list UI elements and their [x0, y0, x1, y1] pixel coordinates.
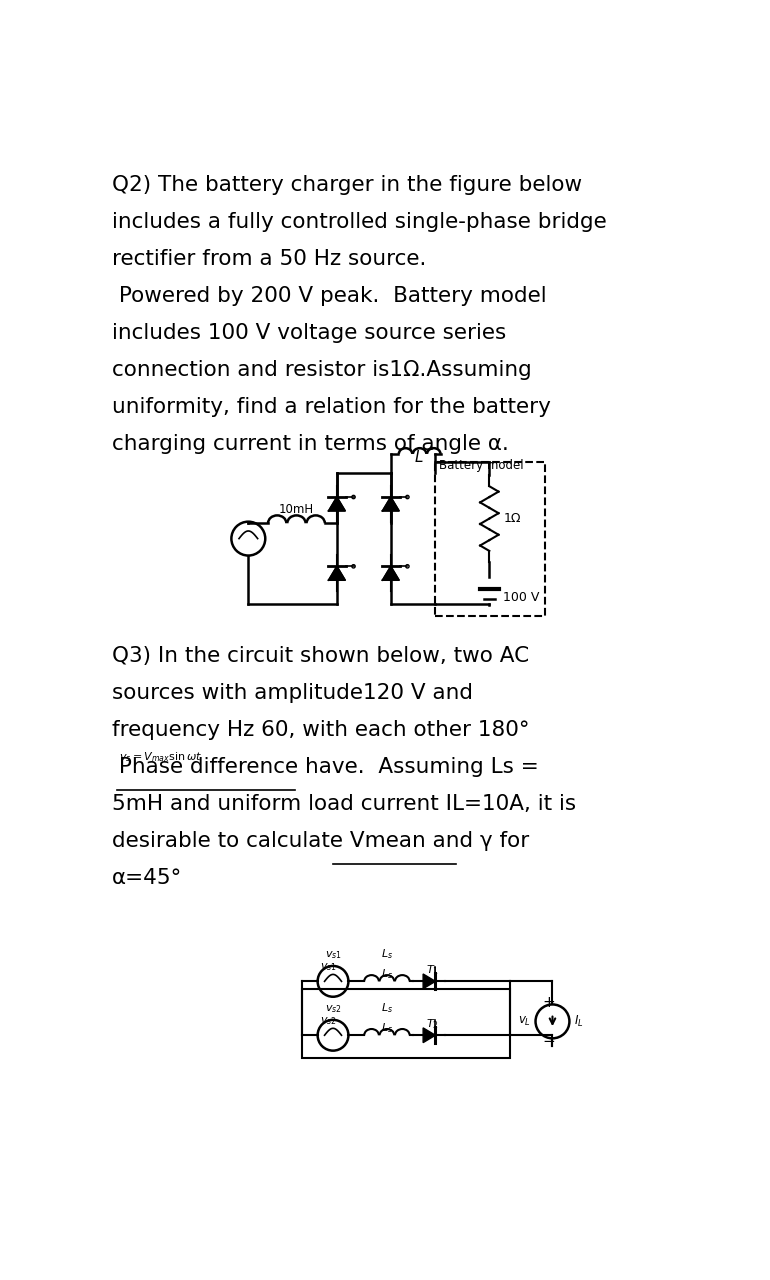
- Polygon shape: [424, 974, 436, 988]
- Polygon shape: [383, 497, 399, 511]
- Text: 1Ω: 1Ω: [504, 512, 521, 525]
- Text: $L_s$: $L_s$: [381, 947, 393, 961]
- Text: 10mH: 10mH: [279, 503, 313, 516]
- Bar: [302, 989, 510, 1059]
- Text: $v_L$: $v_L$: [518, 1015, 531, 1028]
- Text: $L_s$: $L_s$: [381, 968, 393, 982]
- Text: rectifier from a 50 Hz source.: rectifier from a 50 Hz source.: [112, 250, 427, 269]
- Polygon shape: [424, 1028, 436, 1043]
- Polygon shape: [329, 566, 345, 580]
- Polygon shape: [383, 566, 399, 580]
- Text: Q2) The battery charger in the figure below: Q2) The battery charger in the figure be…: [112, 175, 582, 195]
- Text: Phase difference have.  Assuming Ls =: Phase difference have. Assuming Ls =: [112, 758, 539, 777]
- Text: $I_L$: $I_L$: [574, 1014, 584, 1029]
- Text: includes a fully controlled single-phase bridge: includes a fully controlled single-phase…: [112, 212, 607, 232]
- Text: $v_{s2}$: $v_{s2}$: [320, 1015, 336, 1027]
- Text: Q3) In the circuit shown below, two AC: Q3) In the circuit shown below, two AC: [112, 646, 529, 667]
- Text: desirable to calculate Vmean and γ for: desirable to calculate Vmean and γ for: [112, 831, 529, 851]
- Text: sources with amplitude120 V and: sources with amplitude120 V and: [112, 684, 473, 703]
- Text: $T_2$: $T_2$: [426, 1016, 439, 1030]
- Text: includes 100 V voltage source series: includes 100 V voltage source series: [112, 323, 507, 343]
- Text: $L_s$: $L_s$: [381, 1021, 393, 1036]
- Text: $v_s =V_{max}\sin\omega t$: $v_s =V_{max}\sin\omega t$: [119, 750, 202, 764]
- Polygon shape: [329, 497, 345, 511]
- Text: Battery model: Battery model: [439, 458, 523, 471]
- Text: 5mH and uniform load current IL=10A, it is: 5mH and uniform load current IL=10A, it …: [112, 794, 576, 814]
- Text: $L$: $L$: [414, 449, 424, 465]
- Text: frequency Hz 60, with each other 180°: frequency Hz 60, with each other 180°: [112, 721, 530, 740]
- Text: $v_{s2}$: $v_{s2}$: [325, 1004, 341, 1015]
- Text: $v_{s1}$: $v_{s1}$: [320, 961, 336, 973]
- Bar: [434, 462, 545, 616]
- Text: $v_{s1}$: $v_{s1}$: [325, 950, 341, 961]
- Text: +: +: [542, 996, 555, 1010]
- Text: connection and resistor is1Ω.Assuming: connection and resistor is1Ω.Assuming: [112, 360, 532, 380]
- Text: −: −: [542, 1034, 555, 1048]
- Text: 100 V: 100 V: [504, 590, 540, 604]
- Text: $T_1$: $T_1$: [426, 963, 439, 977]
- Text: uniformity, find a relation for the battery: uniformity, find a relation for the batt…: [112, 397, 551, 417]
- Text: charging current in terms of angle α.: charging current in terms of angle α.: [112, 434, 509, 454]
- Text: $L_s$: $L_s$: [381, 1001, 393, 1015]
- Text: α=45°: α=45°: [112, 868, 182, 888]
- Text: Powered by 200 V peak.  Battery model: Powered by 200 V peak. Battery model: [112, 285, 547, 306]
